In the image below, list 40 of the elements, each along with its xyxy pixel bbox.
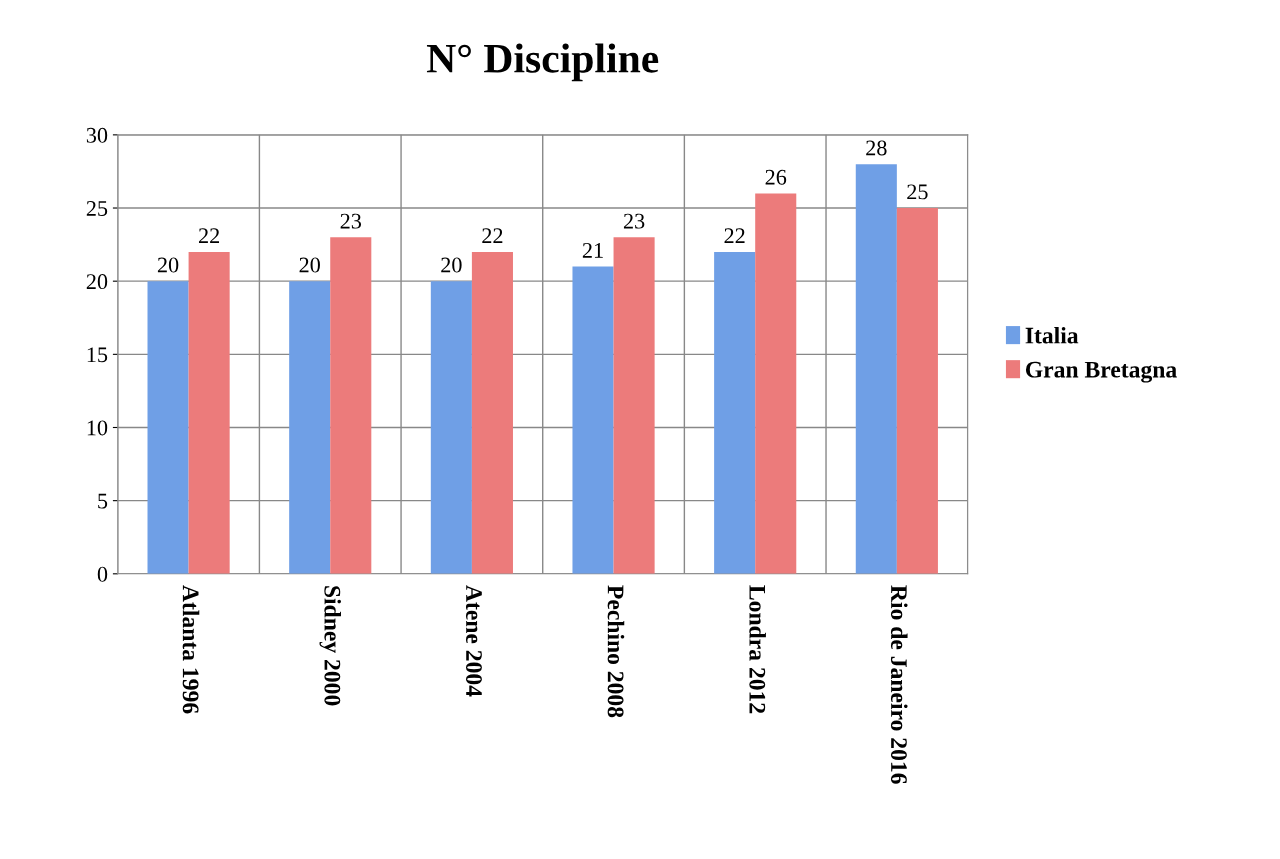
y-tick-label: 30 [86,127,108,143]
legend-label: Italia [1025,326,1079,344]
x-tick-label: Atene 2004 [465,585,482,697]
bar [147,281,189,574]
data-label: 21 [582,242,603,258]
chart-title: N° Discipline [426,43,659,82]
x-tick-label: Sidney 2000 [319,586,341,706]
y-tick-label: 0 [97,566,108,582]
data-label: 28 [866,140,887,156]
bar [855,164,897,574]
data-label: 25 [907,184,928,200]
data-label: 22 [724,228,745,244]
bar [471,251,513,574]
x-tick-label: Atlanta 1996 [182,585,200,714]
bar [430,281,472,574]
data-label: 23 [340,213,362,229]
data-label: 22 [198,228,220,244]
data-label: 20 [299,257,320,273]
bar [896,208,938,574]
x-tick-label: Rio de Janeiro 2016 [890,585,908,784]
bar [755,193,797,574]
bar [330,237,372,574]
bar [714,251,756,574]
x-tick-label: Pechino 2008 [607,585,625,718]
data-label: 23 [623,213,645,229]
data-label: 22 [482,228,503,244]
data-label: 20 [157,257,179,273]
bar [572,266,614,574]
y-tick-label: 25 [86,201,108,216]
data-label: 26 [765,169,787,185]
x-tick-label: Londra 2012 [749,585,766,714]
legend-label: Gran Bretagna [1025,361,1177,383]
y-tick-label: 10 [87,420,108,436]
data-label: 20 [441,257,462,273]
bar [188,251,230,574]
y-tick-label: 20 [86,274,108,290]
y-tick-label: 15 [87,347,108,363]
y-tick-label: 5 [98,493,108,509]
bar [289,281,331,574]
bar [613,237,655,574]
